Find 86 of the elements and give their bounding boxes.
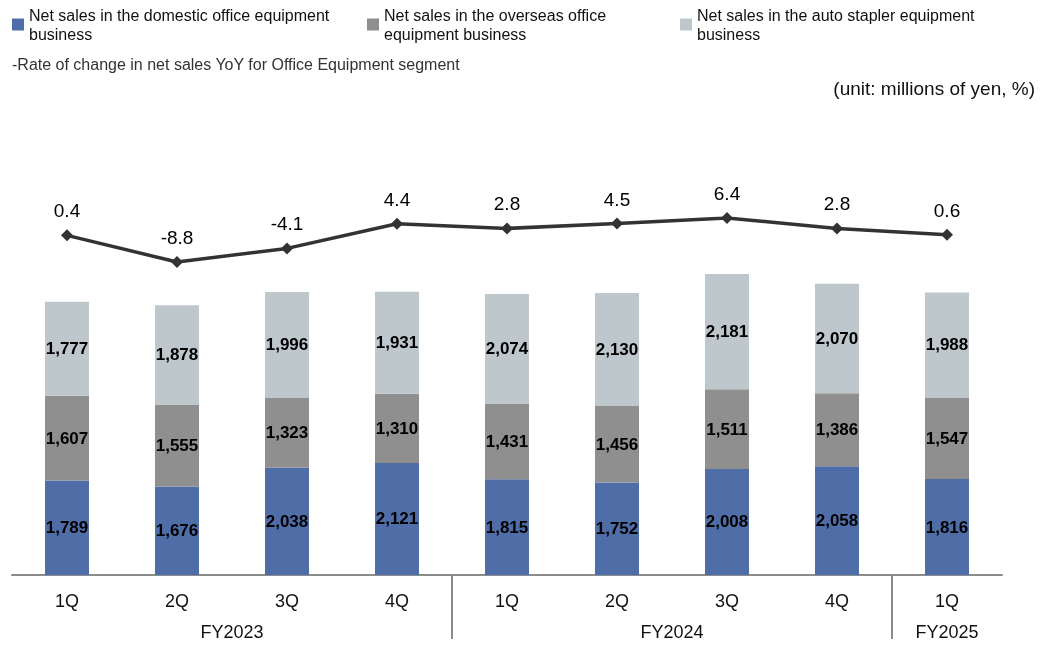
data-label: 1,789 [45, 518, 89, 538]
data-label: 2,121 [375, 509, 419, 529]
text: -Rate of change in net sales YoY for Office Equipment segment [12, 55, 461, 73]
text: FY2025 [915, 622, 979, 642]
data-label: 1,456 [595, 434, 639, 454]
data-label: 1,815 [485, 517, 529, 537]
point [391, 217, 403, 230]
data-label: 1,988 [925, 335, 969, 355]
data-label: 2,008 [705, 512, 749, 532]
point [61, 229, 73, 242]
data-label: 1,816 [925, 517, 969, 537]
x-tick-label: 1Q [54, 591, 80, 611]
bar [375, 393, 419, 463]
bar [45, 301, 89, 396]
point [941, 228, 953, 241]
data-label: 1,511 [706, 419, 748, 439]
bar [45, 480, 89, 575]
data-label: 0.4 [53, 200, 81, 222]
data-label: 1,931 [375, 333, 419, 353]
x-tick-label: 3Q [714, 591, 740, 611]
bar [155, 404, 199, 487]
bar [155, 486, 199, 575]
data-label: 2,130 [595, 339, 639, 359]
bar [265, 292, 309, 398]
data-label: 2.8 [823, 193, 851, 215]
bar [595, 293, 639, 406]
data-label: 1,323 [265, 422, 309, 442]
legend-label: Net sales in the auto stapler equipment business [697, 6, 979, 43]
legend-label: Net sales in the domestic office equipment business [29, 6, 334, 43]
data-label: 1,547 [925, 428, 969, 448]
point [501, 222, 513, 235]
bar [45, 395, 89, 481]
bar [155, 305, 199, 405]
point [721, 212, 733, 224]
x-tick-label: 2Q [164, 591, 190, 611]
data-label: 2.8 [493, 193, 521, 215]
point [611, 217, 623, 230]
bar [375, 291, 419, 394]
data-label: 2,070 [815, 328, 859, 348]
data-label: 4.5 [603, 188, 631, 210]
bar [485, 479, 529, 575]
bar [815, 466, 859, 575]
data-label: 1,996 [265, 335, 309, 355]
bar [705, 468, 749, 575]
bar [925, 397, 969, 480]
data-label: 1,607 [45, 428, 89, 448]
bar [925, 479, 969, 575]
bar [485, 403, 529, 480]
bar [705, 389, 749, 469]
data-label: 2,181 [705, 322, 749, 342]
legend-label: Net sales in the overseas office equipment business [384, 6, 611, 43]
x-tick-label: 1Q [494, 591, 520, 611]
point [171, 256, 183, 268]
data-label: 0.6 [933, 199, 961, 221]
x-tick-label: 3Q [274, 591, 300, 611]
bar [925, 292, 969, 398]
data-label: 1,310 [375, 418, 419, 438]
x-tick-label: 4Q [384, 591, 410, 611]
text: FY2024 [640, 622, 704, 642]
bar [375, 463, 419, 575]
text: (unit: millions of yen, %) [833, 78, 1036, 99]
text: FY2023 [200, 622, 264, 642]
data-label: -4.1 [270, 213, 304, 235]
data-label: 2,074 [485, 339, 529, 359]
data-label: 1,386 [815, 420, 859, 440]
point [831, 222, 843, 235]
data-label: 1,878 [155, 345, 199, 365]
data-label: 4.4 [383, 188, 411, 210]
x-tick-label: 4Q [824, 591, 850, 611]
bar [815, 283, 859, 394]
data-label: -8.8 [160, 227, 194, 248]
bar [705, 274, 749, 390]
data-label: 2,058 [815, 511, 859, 531]
data-label: 1,777 [45, 339, 89, 359]
bar [595, 482, 639, 575]
x-tick-label: 1Q [934, 591, 960, 611]
data-label: 6.4 [713, 183, 741, 204]
data-label: 1,676 [155, 521, 199, 541]
bar [485, 294, 529, 404]
data-label: 1,752 [595, 519, 639, 539]
x-tick-label: 2Q [604, 591, 630, 611]
bar [265, 467, 309, 575]
point [281, 242, 293, 255]
data-label: 1,431 [485, 431, 529, 451]
data-label: 2,038 [265, 511, 309, 531]
data-label: 1,555 [155, 435, 199, 455]
